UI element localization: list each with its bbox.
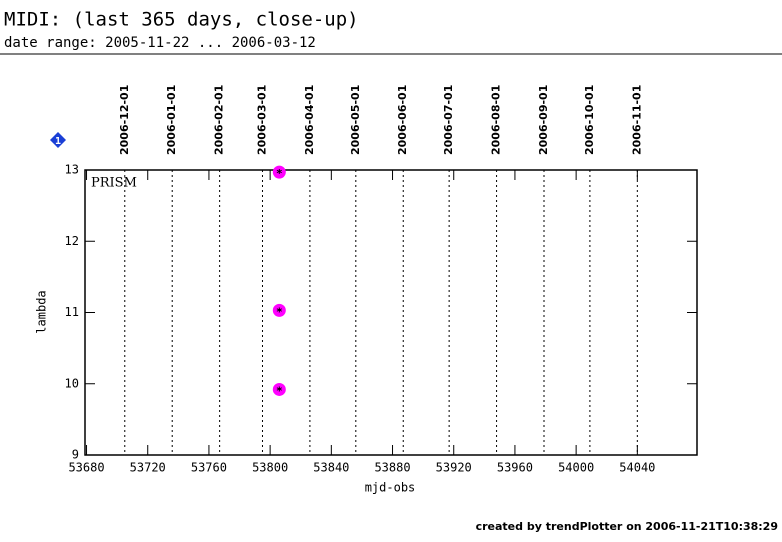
chart-subtitle: date range: 2005-11-22 ... 2006-03-12 [4, 35, 316, 51]
x2-tick-label: 2006-02-01 [213, 85, 226, 155]
y-axis-label: lambda [35, 290, 49, 333]
x-tick-label: 53720 [130, 461, 166, 475]
y-tick-label: 13 [65, 163, 79, 177]
x2-tick-label: 2006-08-01 [490, 85, 503, 155]
x-tick-label: 53680 [68, 461, 104, 475]
point [272, 382, 286, 396]
x-tick-label: 53840 [313, 461, 349, 475]
x-tick-label: 53760 [191, 461, 227, 475]
point [272, 303, 286, 317]
x-tick-label: 53920 [436, 461, 472, 475]
y-tick-label: 10 [65, 376, 79, 390]
x-tick-label: 53880 [374, 461, 410, 475]
x2-tick-label: 2006-04-01 [303, 85, 316, 155]
chart-title: MIDI: (last 365 days, close-up) [4, 9, 359, 31]
x2-tick-label: 2006-05-01 [349, 85, 362, 155]
x-tick-label: 53800 [252, 461, 288, 475]
x-axis-label: mjd-obs [365, 481, 416, 495]
x2-tick-label: 2006-10-01 [583, 85, 596, 155]
y-tick-label: 9 [72, 448, 79, 462]
point-star: * [276, 384, 283, 397]
x2-tick-label: 2006-09-01 [537, 85, 550, 155]
x-tick-label: 54040 [619, 461, 655, 475]
x-tick-label: 54000 [558, 461, 594, 475]
point-star: * [276, 167, 283, 180]
badge-icon [50, 132, 66, 148]
y-tick-label: 11 [65, 305, 79, 319]
x2-tick-label: 2006-07-01 [442, 85, 455, 155]
point-star: * [276, 305, 283, 318]
x2-tick-label: 2006-03-01 [255, 85, 268, 155]
x2-tick-label: 2006-06-01 [396, 85, 409, 155]
annotation: PRISM [91, 176, 137, 191]
y-tick-label: 12 [65, 234, 79, 248]
badge-text: 1 [55, 136, 61, 147]
x2-tick-label: 2006-12-01 [118, 85, 131, 155]
plot-frame [84, 169, 698, 456]
x2-tick-label: 2006-01-01 [165, 85, 178, 155]
x-tick-label: 53960 [497, 461, 533, 475]
x2-tick-label: 2006-11-01 [630, 85, 643, 155]
point [272, 165, 286, 179]
footer: created by trendPlotter on 2006-11-21T10… [476, 520, 778, 533]
